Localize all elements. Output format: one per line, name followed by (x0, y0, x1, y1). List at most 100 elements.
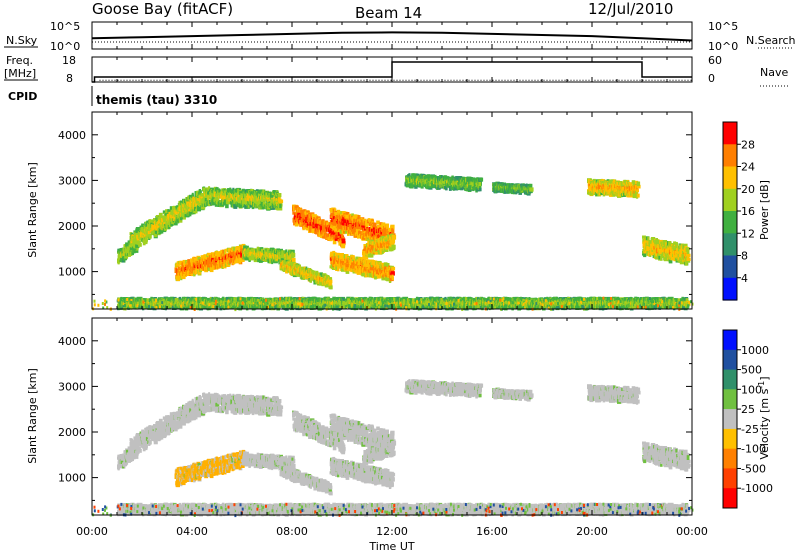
power-cell (158, 219, 161, 224)
power-cell (173, 216, 176, 221)
power-cell (272, 190, 275, 194)
power-cell (187, 259, 191, 263)
power-cell (278, 193, 282, 198)
power-cell (285, 249, 288, 255)
power-cell (221, 264, 224, 269)
power-cell (319, 225, 323, 230)
nsky-label: N.Sky (6, 34, 38, 47)
power-cells (92, 173, 694, 312)
cpid-strip: CPID themis (tau) 3310 (8, 86, 217, 107)
power-cell (258, 258, 263, 263)
power-cell (209, 258, 213, 262)
power-cell (205, 256, 209, 260)
power-cell (329, 219, 333, 223)
power-cell (178, 218, 183, 223)
power-cell (215, 256, 218, 261)
power-cell (195, 202, 200, 207)
power-cell (240, 203, 243, 208)
power-cell (300, 209, 304, 214)
power-cell (170, 214, 173, 219)
power-cell (334, 237, 339, 241)
power-cell (326, 222, 330, 226)
noise-tick-top-left: 10^5 (50, 20, 80, 33)
power-cell (330, 237, 333, 241)
power-cell (232, 193, 236, 197)
power-cell (231, 252, 234, 257)
power-cell (306, 210, 310, 215)
power-cell (204, 263, 208, 268)
power-cell (479, 177, 483, 182)
power-cell (222, 263, 225, 268)
power-cell (239, 191, 244, 195)
power-cell (194, 258, 198, 263)
power-cell (225, 203, 229, 209)
power-cell (260, 248, 264, 253)
power-cell (162, 210, 167, 214)
power-cell (159, 230, 164, 234)
power-cell (227, 200, 231, 205)
power-cell (193, 266, 196, 272)
power-cell (263, 202, 267, 206)
power-cell (376, 220, 380, 225)
power-cell (181, 205, 185, 209)
power-cell (190, 207, 193, 212)
power-cell (250, 189, 255, 193)
power-cell (357, 215, 360, 220)
power-cell (223, 190, 228, 195)
power-cell (167, 209, 172, 213)
power-cell (149, 233, 152, 239)
power-cell (274, 200, 277, 206)
power-cell (257, 200, 263, 205)
beam-title: Beam 14 (355, 4, 422, 22)
freq-strip: Freq. [MHz] 18 8 60 0 Nave (4, 54, 788, 87)
noise-tick-top-right: 10^5 (708, 20, 738, 33)
power-cell (158, 227, 163, 232)
nave-tick-bottom: 0 (708, 72, 715, 85)
power-cell (186, 200, 190, 205)
power-cell (264, 259, 268, 262)
power-cell (203, 254, 208, 258)
power-cell (145, 239, 148, 244)
power-cell (227, 188, 230, 194)
power-cell (174, 212, 177, 217)
power-cell (320, 233, 323, 238)
power-cell (191, 192, 194, 197)
power-cell (528, 183, 533, 188)
power-cell (279, 203, 282, 209)
power-cell (222, 201, 226, 206)
power-cell (391, 246, 395, 251)
power-cell (117, 260, 120, 265)
power-cell (330, 212, 333, 217)
power-cell (168, 211, 171, 216)
power-cell (208, 186, 211, 191)
power-cell (303, 216, 306, 222)
power-cell (352, 256, 355, 260)
power-cell (167, 214, 171, 218)
power-cell (391, 276, 394, 281)
power-cell (170, 222, 174, 226)
power-cell (261, 197, 266, 202)
power-cell (197, 204, 200, 208)
power-cell (163, 212, 166, 218)
power-cell (291, 258, 296, 263)
power-cell (177, 209, 182, 214)
power-cell (217, 261, 221, 265)
site-title: Goose Bay (fitACF) (92, 0, 233, 18)
power-cell (240, 258, 245, 262)
power-cell (293, 215, 297, 220)
power-cell (233, 246, 237, 252)
power-cell (309, 278, 312, 283)
power-cell (319, 220, 322, 225)
power-cell (184, 267, 188, 272)
power-cell (304, 220, 308, 225)
power-cell (200, 262, 204, 267)
power-panel (91, 111, 694, 312)
power-cell (314, 221, 317, 226)
power-cell (328, 279, 333, 284)
power-cell (278, 199, 282, 204)
power-cell (271, 259, 274, 265)
power-cell (157, 216, 162, 221)
power-cell (222, 249, 226, 254)
power-cell (135, 244, 140, 248)
